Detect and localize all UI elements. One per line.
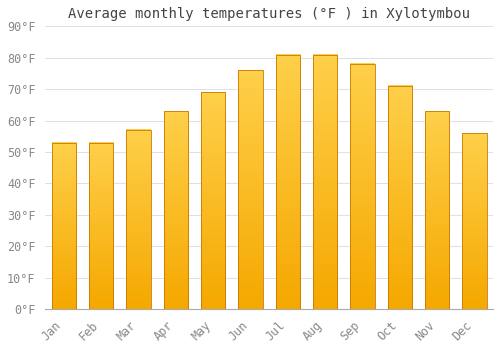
Bar — [388, 86, 412, 309]
Title: Average monthly temperatures (°F ) in Xylotymbou: Average monthly temperatures (°F ) in Xy… — [68, 7, 470, 21]
Bar — [276, 55, 300, 309]
Bar — [89, 142, 114, 309]
Bar — [350, 64, 374, 309]
Bar — [52, 142, 76, 309]
Bar — [462, 133, 486, 309]
Bar — [238, 70, 262, 309]
Bar — [313, 55, 337, 309]
Bar — [201, 92, 226, 309]
Bar — [164, 111, 188, 309]
Bar — [425, 111, 449, 309]
Bar — [126, 130, 150, 309]
